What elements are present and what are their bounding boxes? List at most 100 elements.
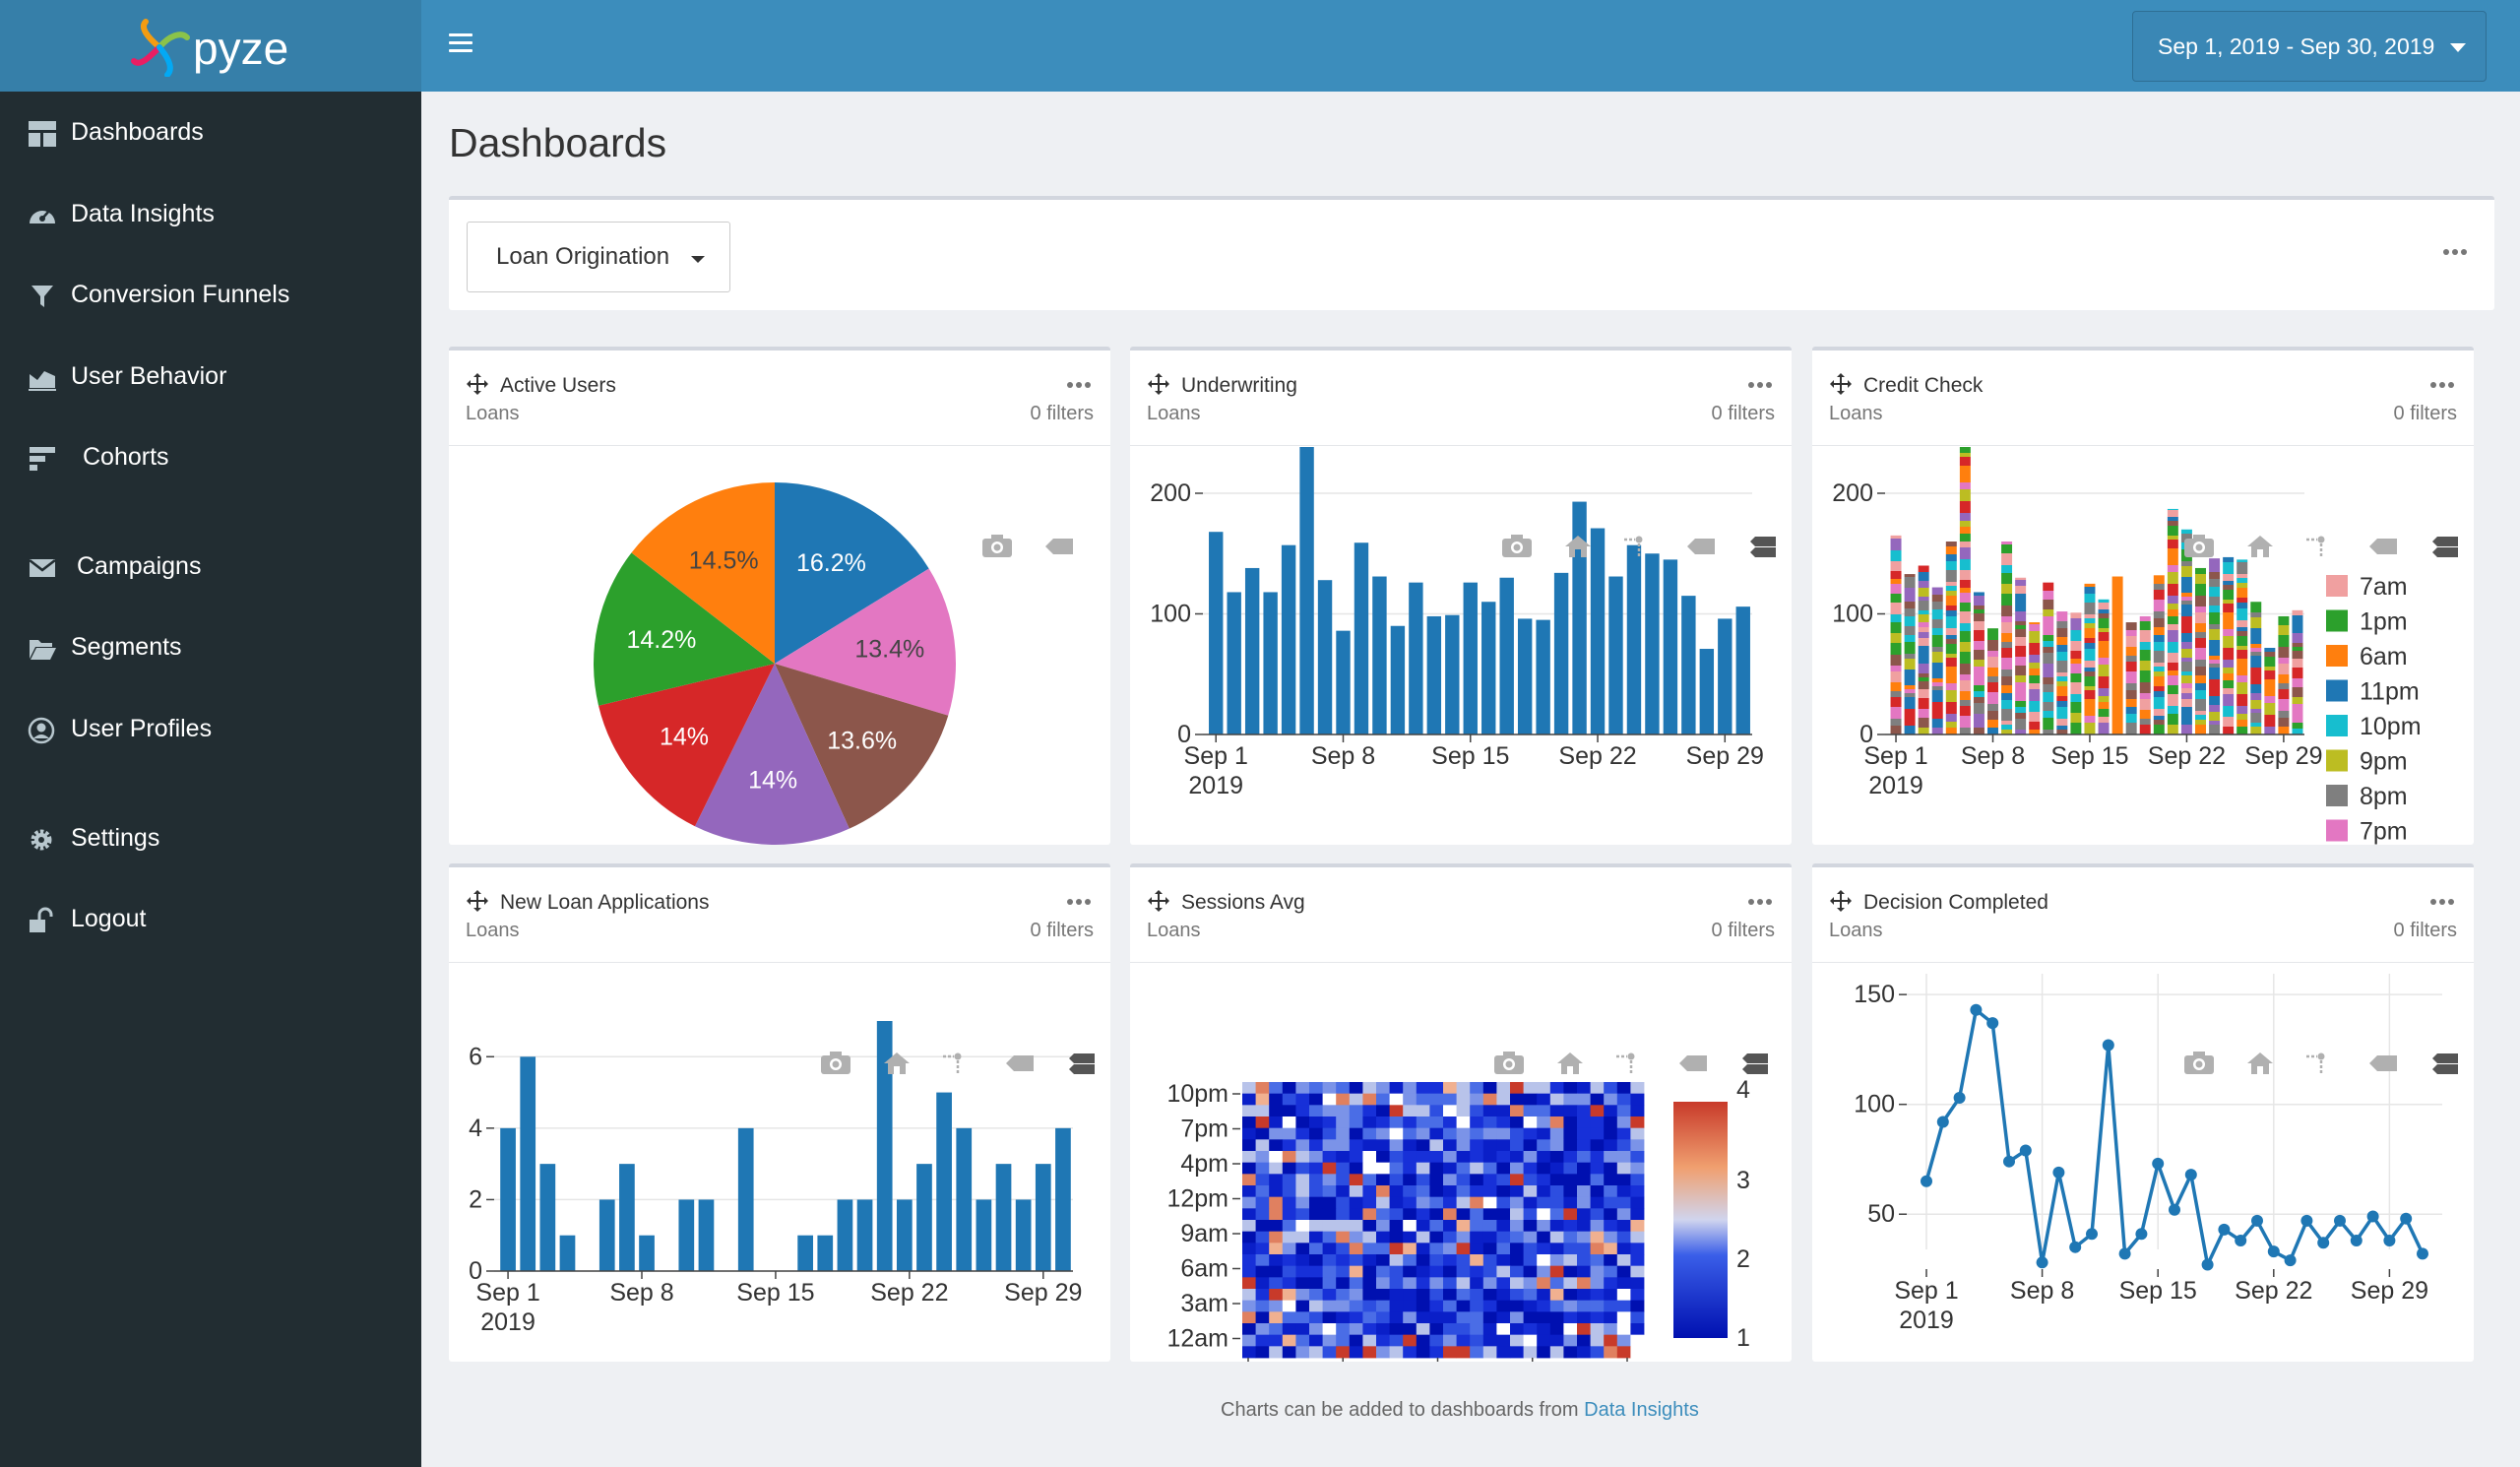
data-point[interactable] [2118, 1247, 2131, 1260]
data-point[interactable] [2069, 1241, 2082, 1253]
legend-label[interactable]: 11pm [2360, 678, 2420, 706]
data-point[interactable] [2086, 1228, 2098, 1241]
sidebar-item-cohorts[interactable]: Cohorts [0, 423, 421, 492]
bar[interactable] [1499, 577, 1514, 734]
data-point[interactable] [2218, 1223, 2231, 1236]
panel-filter-count[interactable]: 0 filters [1030, 920, 1094, 941]
date-range-picker[interactable]: Sep 1, 2019 - Sep 30, 2019 [2132, 11, 2487, 82]
data-point[interactable] [2102, 1039, 2114, 1052]
series-line[interactable] [1924, 1006, 2425, 1271]
data-point[interactable] [1921, 1175, 1932, 1187]
bar[interactable] [598, 1199, 615, 1271]
bar[interactable] [1718, 618, 1732, 734]
bar[interactable] [1463, 582, 1478, 734]
data-point[interactable] [2036, 1256, 2048, 1269]
bar[interactable] [876, 1021, 893, 1271]
data-point[interactable] [2169, 1203, 2180, 1216]
spike-lines-icon[interactable] [2306, 1052, 2325, 1075]
bar[interactable] [837, 1199, 853, 1271]
data-point[interactable] [2317, 1237, 2330, 1249]
bar[interactable] [1354, 542, 1369, 734]
stacked-bar[interactable] [2001, 542, 2013, 734]
bar[interactable] [1390, 625, 1406, 734]
more-options-icon[interactable] [2443, 249, 2467, 255]
home-icon[interactable] [2247, 1052, 2273, 1074]
camera-icon[interactable] [2184, 535, 2214, 557]
panel-filter-count[interactable]: 0 filters [2393, 920, 2457, 941]
stacked-bar[interactable] [2098, 599, 2110, 734]
bar[interactable] [1209, 532, 1224, 734]
stacked-bar[interactable] [1973, 592, 1984, 734]
stacked-bar[interactable] [1987, 628, 1998, 734]
bar[interactable] [1517, 618, 1533, 734]
stacked-bar[interactable] [2167, 508, 2178, 734]
camera-icon[interactable] [821, 1052, 850, 1074]
bar[interactable] [1281, 544, 1296, 734]
bar[interactable] [1409, 582, 1423, 734]
data-point[interactable] [2052, 1166, 2065, 1179]
bar[interactable] [916, 1164, 932, 1271]
data-point[interactable] [1953, 1092, 1966, 1104]
bar[interactable] [1553, 572, 1569, 734]
panel-filter-count[interactable]: 0 filters [1030, 403, 1094, 424]
more-options-icon[interactable] [2430, 382, 2454, 388]
move-arrows-icon[interactable] [1829, 889, 1853, 913]
hover-closest-icon[interactable] [1679, 1055, 1707, 1071]
bar[interactable] [1681, 596, 1696, 734]
camera-icon[interactable] [1494, 1052, 1524, 1074]
data-point[interactable] [2251, 1214, 2263, 1227]
stacked-bar[interactable] [2111, 576, 2123, 734]
bar[interactable] [1445, 614, 1460, 734]
heatmap-cells[interactable] [1242, 1082, 1645, 1359]
stacked-bar[interactable] [2043, 582, 2054, 734]
stacked-bar[interactable] [2236, 559, 2248, 734]
spike-lines-icon[interactable] [1624, 536, 1643, 558]
legend-swatch[interactable] [2326, 819, 2348, 842]
bar[interactable] [896, 1199, 913, 1271]
bar[interactable] [1663, 559, 1678, 734]
bar[interactable] [936, 1092, 952, 1271]
stacked-bar[interactable] [1890, 535, 1902, 734]
bar[interactable] [639, 1235, 655, 1271]
data-point[interactable] [2366, 1210, 2379, 1223]
sidebar-item-conversion-funnels[interactable]: Conversion Funnels [0, 261, 421, 330]
legend-swatch[interactable] [2326, 679, 2348, 702]
stacked-bar[interactable] [2056, 611, 2068, 734]
bar[interactable] [1336, 630, 1351, 734]
bar[interactable] [698, 1199, 715, 1271]
bar[interactable] [520, 1056, 536, 1271]
data-point[interactable] [2019, 1144, 2032, 1157]
stacked-bar[interactable] [2278, 615, 2290, 734]
sidebar-item-user-behavior[interactable]: User Behavior [0, 343, 421, 412]
sidebar-item-logout[interactable]: Logout [0, 885, 421, 954]
bar[interactable] [817, 1235, 834, 1271]
bar[interactable] [559, 1235, 576, 1271]
bar[interactable] [1426, 615, 1442, 734]
stacked-bar[interactable] [1959, 447, 1971, 734]
camera-icon[interactable] [982, 535, 1012, 557]
home-icon[interactable] [2247, 536, 2273, 557]
home-icon[interactable] [1565, 536, 1591, 557]
camera-icon[interactable] [1502, 535, 1532, 557]
bar[interactable] [956, 1127, 973, 1271]
hover-closest-icon[interactable] [1687, 539, 1715, 554]
data-point[interactable] [2135, 1228, 2148, 1241]
bar[interactable] [1317, 580, 1333, 734]
stacked-bar[interactable] [1931, 587, 1943, 734]
hover-compare-icon[interactable] [1069, 1053, 1095, 1074]
data-insights-link[interactable]: Data Insights [1584, 1399, 1699, 1421]
bar[interactable] [1481, 602, 1496, 734]
data-point[interactable] [2400, 1212, 2413, 1225]
hamburger-menu-icon[interactable] [449, 33, 472, 55]
bar[interactable] [1536, 619, 1550, 734]
hover-compare-icon[interactable] [2432, 537, 2458, 557]
bar[interactable] [1035, 1164, 1051, 1271]
pie-slice[interactable] [694, 664, 850, 845]
stacked-bar[interactable] [2015, 577, 2027, 734]
legend-swatch[interactable] [2326, 715, 2348, 736]
bar[interactable] [1372, 576, 1387, 734]
stacked-bar[interactable] [1904, 574, 1916, 734]
dashboard-select[interactable]: Loan Origination [467, 222, 730, 292]
camera-icon[interactable] [2184, 1052, 2214, 1074]
bar[interactable] [1244, 567, 1260, 734]
